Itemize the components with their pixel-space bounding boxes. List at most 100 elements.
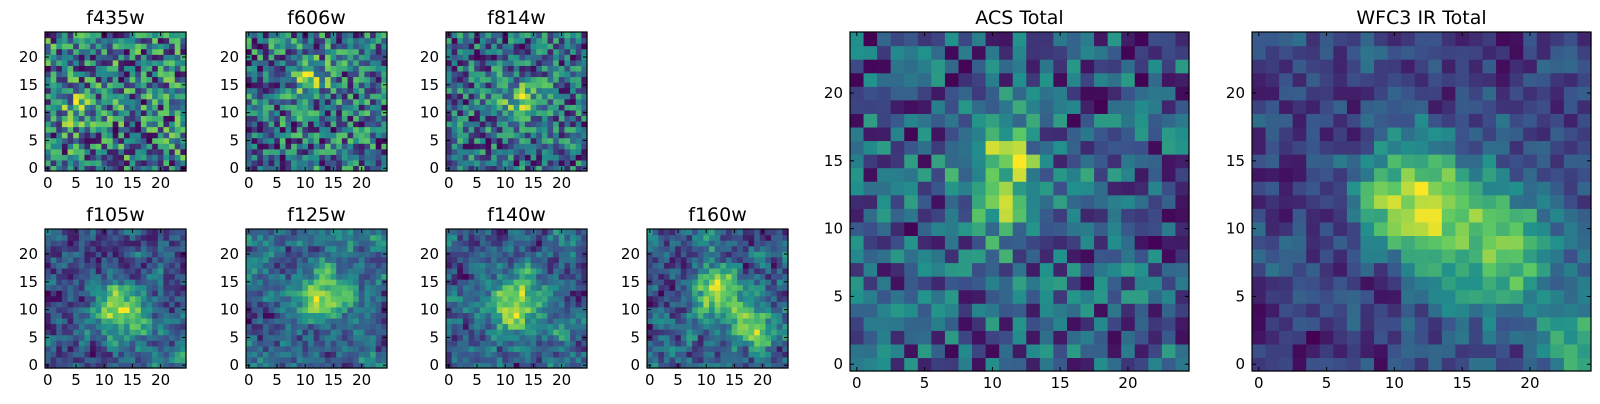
heatmap-cell xyxy=(864,235,878,249)
heatmap-cell xyxy=(158,76,164,82)
heatmap-cell xyxy=(135,329,141,335)
heatmap-cell xyxy=(564,229,570,235)
heatmap-cell xyxy=(519,290,525,296)
heatmap-cell xyxy=(1053,249,1067,263)
heatmap-cell xyxy=(508,65,514,71)
heatmap-cell xyxy=(771,251,777,257)
heatmap-cell xyxy=(548,138,554,144)
heatmap-cell xyxy=(263,346,269,352)
heatmap-cell xyxy=(263,290,269,296)
heatmap-cell xyxy=(698,318,704,324)
heatmap-cell xyxy=(553,262,559,268)
heatmap-cell xyxy=(68,229,74,235)
heatmap-cell xyxy=(263,54,269,60)
heatmap-cell xyxy=(720,324,726,330)
heatmap-cell xyxy=(720,290,726,296)
heatmap-cell xyxy=(531,143,537,149)
heatmap-cell xyxy=(559,235,565,241)
heatmap-cell xyxy=(446,351,452,357)
heatmap-cell xyxy=(548,307,554,313)
heatmap-cell xyxy=(850,208,864,222)
heatmap-cell xyxy=(107,160,113,166)
heatmap-cell xyxy=(319,346,325,352)
heatmap-cell xyxy=(653,301,659,307)
heatmap-cell xyxy=(463,346,469,352)
heatmap-cell xyxy=(732,273,738,279)
heatmap-cell xyxy=(84,71,90,77)
heatmap-cell xyxy=(280,38,286,44)
heatmap-cell xyxy=(564,335,570,341)
heatmap-cell xyxy=(732,240,738,246)
heatmap-cell xyxy=(765,301,771,307)
heatmap-cell xyxy=(457,82,463,88)
heatmap-cell xyxy=(463,71,469,77)
y-tick-label: 0 xyxy=(229,159,239,177)
heatmap-cell xyxy=(777,329,783,335)
heatmap-cell xyxy=(68,71,74,77)
y-tick-label: 15 xyxy=(420,273,439,291)
heatmap-cell xyxy=(469,268,475,274)
heatmap-cell xyxy=(280,76,286,82)
heatmap-cell xyxy=(376,149,382,155)
heatmap-cell xyxy=(348,312,354,318)
heatmap-cell xyxy=(107,93,113,99)
heatmap-cell xyxy=(559,318,565,324)
heatmap-cell xyxy=(864,290,878,304)
heatmap-cell xyxy=(135,127,141,133)
heatmap-cell xyxy=(348,346,354,352)
heatmap-cell xyxy=(559,312,565,318)
heatmap-cell xyxy=(502,160,508,166)
heatmap-cell xyxy=(62,143,68,149)
heatmap-cell xyxy=(658,329,664,335)
heatmap-cell xyxy=(686,296,692,302)
heatmap-cell xyxy=(653,285,659,291)
heatmap-cell xyxy=(141,43,147,49)
heatmap-cell xyxy=(175,285,181,291)
heatmap-cell xyxy=(1067,263,1081,277)
heatmap-cell xyxy=(999,330,1013,344)
heatmap-cell xyxy=(564,240,570,246)
heatmap-cell xyxy=(135,160,141,166)
heatmap-cell xyxy=(474,127,480,133)
heatmap-cell xyxy=(291,257,297,263)
heatmap-cell xyxy=(514,88,520,94)
heatmap-cell xyxy=(130,138,136,144)
heatmap-cell xyxy=(325,335,331,341)
heatmap-cell xyxy=(285,110,291,116)
heatmap-cell xyxy=(765,290,771,296)
heatmap-cell xyxy=(670,340,676,346)
heatmap-cell xyxy=(681,257,687,263)
heatmap-cell xyxy=(51,154,57,160)
heatmap-cell xyxy=(480,340,486,346)
heatmap-cell xyxy=(118,82,124,88)
heatmap-cell xyxy=(84,132,90,138)
heatmap-cell xyxy=(726,285,732,291)
heatmap-cell xyxy=(508,32,514,38)
heatmap-cell xyxy=(45,351,51,357)
heatmap-cell xyxy=(113,279,119,285)
heatmap-cell xyxy=(246,301,252,307)
heatmap-cell xyxy=(653,329,659,335)
heatmap-cell xyxy=(158,251,164,257)
heatmap-cell xyxy=(325,351,331,357)
heatmap-cell xyxy=(107,290,113,296)
heatmap-cell xyxy=(68,240,74,246)
heatmap-cell xyxy=(285,257,291,263)
heatmap-cell xyxy=(576,160,582,166)
heatmap-cell xyxy=(570,143,576,149)
heatmap-cell xyxy=(536,324,542,330)
heatmap-cell xyxy=(972,303,986,317)
heatmap-cell xyxy=(84,285,90,291)
heatmap-cell xyxy=(141,340,147,346)
heatmap-cell xyxy=(56,285,62,291)
heatmap-cell xyxy=(101,235,107,241)
heatmap-cell xyxy=(62,268,68,274)
heatmap-cell xyxy=(336,121,342,127)
heatmap-cell xyxy=(175,160,181,166)
heatmap-cell xyxy=(308,143,314,149)
heatmap-cell xyxy=(274,340,280,346)
heatmap-cell xyxy=(68,104,74,110)
heatmap-cell xyxy=(536,285,542,291)
heatmap-cell xyxy=(525,160,531,166)
heatmap-cell xyxy=(891,181,905,195)
